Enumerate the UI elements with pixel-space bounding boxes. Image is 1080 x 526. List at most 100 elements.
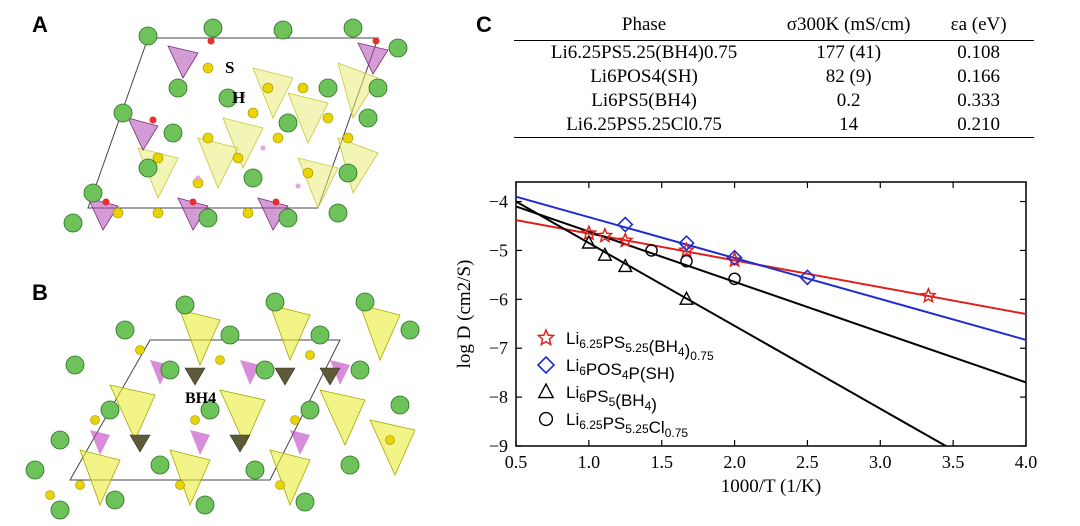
data-point-triangle — [597, 246, 613, 261]
data-point-diamond — [799, 269, 816, 286]
y-tick-label: −8 — [489, 387, 508, 407]
legend-label-part: 5.25 — [625, 422, 649, 436]
x-tick-label: 3.0 — [869, 452, 892, 472]
lithium-atoms — [25, 292, 420, 520]
legend-marker-triangle — [537, 382, 555, 399]
legend-label-part: (BH — [649, 337, 678, 356]
legend-label-part: 6.25 — [579, 418, 603, 432]
data-point-diamond — [617, 216, 634, 233]
table-row: Li6PS5(BH4) 0.2 0.333 — [514, 89, 1034, 113]
legend-label-part: Li — [566, 356, 579, 375]
header-sigma: σ300K (mS/cm) — [774, 12, 924, 41]
sulfur-atoms — [45, 345, 395, 500]
hydrogen-atoms — [195, 93, 301, 189]
bh4-groups — [129, 367, 341, 453]
cell-phase: Li6POS4(SH) — [590, 66, 698, 87]
legend-label-part: (BH — [615, 391, 644, 410]
legend-label-part: PS — [603, 414, 626, 433]
x-tick-label: 2.5 — [796, 452, 819, 472]
label-h-atom: H — [232, 88, 246, 107]
data-point-star — [919, 286, 937, 304]
table-row: Li6.25PS5.25Cl0.75 14 0.210 — [514, 113, 1034, 138]
x-tick-label: 2.0 — [723, 452, 746, 472]
data-point-star — [726, 251, 744, 268]
legend-marker-diamond — [536, 355, 556, 375]
fit-line-triangle — [515, 200, 947, 447]
data-point-star — [596, 226, 614, 243]
data-point-triangle — [617, 258, 633, 273]
y-tick-label: −6 — [489, 289, 508, 309]
conductivity-table: Phase σ300K (mS/cm) εa (eV) Li6.25PS5.25… — [514, 12, 1034, 138]
legend-label-part: Li — [566, 383, 579, 402]
legend-label-part: ) — [651, 395, 657, 414]
cell-sigma: 14 — [774, 113, 924, 138]
cell-ea: 0.166 — [957, 66, 1000, 87]
y-tick-label: −5 — [489, 240, 508, 260]
label-bh4: BH4 — [185, 390, 217, 407]
y-tick-label: −4 — [489, 192, 508, 212]
table-row: Li6.25PS5.25(BH4)0.75 177 (41) 0.108 — [514, 41, 1034, 66]
x-tick-label: 1.5 — [650, 452, 673, 472]
data-point-triangle — [581, 234, 597, 249]
diffusivity-chart: 0.5 1.0 1.5 2.0 2.5 3.0 3.5 4.0−4−5−6−7−8−9 Li6… — [454, 181, 1038, 497]
header-ea: εa (eV) — [923, 12, 1034, 41]
legend-label-part: P(SH) — [629, 364, 675, 383]
data-point-star — [677, 241, 695, 258]
x-tick-label: 1.0 — [578, 452, 601, 472]
legend-label-part: 0.75 — [690, 349, 714, 363]
cell-sigma: 177 (41) — [816, 42, 882, 63]
crystal-structure-b-image — [25, 292, 420, 520]
x-tick-label: 3.5 — [942, 452, 965, 472]
header-sigma-text: σ300K (mS/cm) — [786, 14, 911, 35]
legend-label-part: 4 — [622, 368, 629, 382]
x-tick-label: 0.5 — [505, 452, 528, 472]
legend-label: Li6POS4P(SH) — [566, 356, 675, 383]
crystal-structure-a-image — [63, 18, 408, 233]
lithium-atoms — [63, 18, 408, 233]
cell-ea: 0.108 — [957, 42, 1000, 63]
legend-label-part: ) — [685, 341, 691, 360]
tetrahedra-yellow — [79, 304, 416, 507]
cell-phase: Li6.25PS5.25(BH4)0.75 — [550, 42, 738, 63]
legend-label-part: PS — [586, 387, 609, 406]
oxygen-atoms — [102, 37, 380, 206]
data-point-circle — [645, 244, 658, 257]
legend-label-part: 0.75 — [665, 426, 689, 440]
data-point-diamond — [726, 249, 743, 266]
data-point-star — [616, 231, 634, 248]
y-tick-label: −9 — [489, 436, 508, 456]
panel-label-c: C — [476, 12, 492, 37]
header-phase: Phase — [514, 12, 775, 41]
legend-label-part: POS — [586, 360, 622, 379]
legend-marker-circle — [538, 411, 554, 427]
cell-sigma: 0.2 — [836, 90, 861, 111]
plot-frame — [515, 181, 1027, 447]
legend-label-part: 6.25 — [579, 337, 603, 351]
cell-phase: Li6.25PS5.25Cl0.75 — [514, 113, 775, 138]
x-tick-label: 4.0 — [1015, 452, 1038, 472]
cell-sigma: 82 (9) — [825, 66, 872, 87]
header-ea-text: εa (eV) — [950, 14, 1007, 35]
legend-label-part: 6 — [579, 391, 586, 405]
table-row: Li6POS4(SH) 82 (9) 0.166 — [514, 65, 1034, 89]
legend-label-part: Li — [566, 329, 579, 348]
tetrahedra-purple — [87, 42, 389, 231]
panel-label-b: B — [32, 280, 48, 305]
panel-label-a: A — [32, 12, 48, 37]
legend-label-part: 4 — [678, 345, 685, 359]
data-point-circle — [728, 272, 741, 286]
data-point-triangle — [679, 290, 694, 305]
y-axis-label: log D (cm2/S) — [454, 260, 475, 369]
data-point-diamond — [678, 234, 695, 252]
header-phase-text: Phase — [621, 14, 667, 35]
table-header-row: Phase σ300K (mS/cm) εa (eV) — [514, 12, 1034, 41]
legend-label: Li6.25PS5.25(BH4)0.75 — [566, 329, 714, 363]
sulfur-atoms — [112, 62, 354, 219]
legend-label: Li6.25PS5.25Cl0.75 — [566, 410, 688, 440]
legend-label-part: Cl — [649, 418, 665, 437]
cell-phase: Li6PS5(BH4) — [591, 90, 697, 111]
legend-label-part: Li — [566, 410, 579, 429]
legend-label: Li6PS5(BH4) — [566, 383, 657, 414]
label-s-atom: S — [225, 58, 235, 77]
data-point-circle — [680, 254, 693, 268]
